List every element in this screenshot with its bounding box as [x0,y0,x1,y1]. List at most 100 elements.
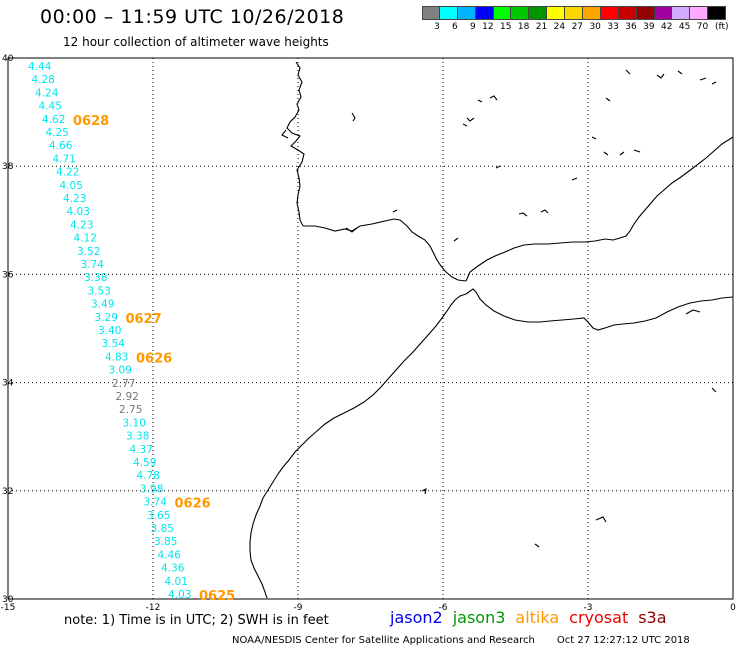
latitude-tick-label: 34 [2,379,14,389]
wave-height-reading: 4.23 [63,193,86,205]
wave-height-reading: 3.52 [77,246,100,258]
wave-height-reading: 4.78 [137,470,160,482]
legend-swatch [672,6,691,20]
longitude-tick-label: -15 [1,603,16,613]
pass-time-label: 0627 [126,312,162,327]
wave-height-reading: 4.03 [67,206,90,218]
legend-label: 30 [589,22,601,32]
satellite-name-altika: altika [515,608,560,627]
pass-time-label: 0625 [199,589,235,604]
coastline [249,61,734,599]
satellite-legend: jason2 jason3 altika cryosat s3a [390,608,677,627]
latitude-tick-label: 40 [2,54,14,64]
legend-label: 42 [661,22,673,32]
pass-time-label: 0626 [175,497,211,512]
legend-label: 33 [607,22,619,32]
legend-swatch [493,6,512,20]
satellite-name-jason3: jason3 [452,608,506,627]
legend-unit-label: (ft) [715,22,729,32]
wave-height-reading: 4.59 [133,457,156,469]
wave-height-reading: 4.71 [53,153,76,165]
longitude-labels: -15 -12 -9 -6 -3 0 [1,603,736,613]
legend-label: 27 [571,22,584,32]
wave-height-reading: 4.23 [70,219,93,231]
longitude-tick-label: -3 [584,603,593,613]
wave-height-reading: 4.36 [161,563,185,575]
legend-swatch [511,6,530,20]
latitude-tick-label: 38 [2,162,14,172]
pass-time-label: 0626 [136,351,172,366]
altimeter-track: 4.444.284.24 4.454.624.254.664.71 4.224.05… [28,61,235,604]
wave-height-reading: 4.44 [28,61,52,73]
wave-height-reading: 4.03 [168,589,191,601]
wave-height-color-legend [422,6,727,20]
wave-height-reading: 4.83 [105,351,128,363]
wave-height-reading: 4.22 [56,167,79,179]
wave-height-reading: 3.09 [109,365,132,377]
map-subtitle: 12 hour collection of altimeter wave hei… [63,35,329,49]
legend-label: 3 [434,22,440,32]
satellite-name-jason2: jason2 [390,608,443,627]
wave-height-reading: 3.40 [98,325,121,337]
generated-timestamp: Oct 27 12:27:12 UTC 2018 [556,635,690,646]
legend-swatch [529,6,548,20]
longitude-tick-label: -9 [294,603,303,613]
legend-swatch [457,6,476,20]
latitude-tick-label: 30 [2,595,14,605]
legend-swatch [422,6,440,20]
wave-height-reading: 2.75 [119,404,142,416]
wave-height-reading: 3.38 [126,431,149,443]
satellite-name-cryosat: cryosat [569,608,629,627]
latitude-tick-label: 32 [2,487,13,497]
map-title: 00:00 – 11:59 UTC 10/26/2018 [40,6,345,28]
wave-height-reading: 4.25 [46,127,69,139]
wave-height-reading: 3.53 [88,285,111,297]
legend-swatch [654,6,673,20]
footer-note: note: 1) Time is in UTC; 2) SWH is in fe… [64,613,329,628]
legend-label: 24 [553,22,566,32]
legend-swatch [708,6,727,20]
wave-height-reading: 2.77 [112,378,135,390]
legend-swatch [600,6,619,20]
credit-text: NOAA/NESDIS Center for Satellite Applica… [232,635,535,646]
longitude-tick-label: -12 [146,603,161,613]
wave-height-reading: 3.85 [154,536,177,548]
legend-label: 36 [625,22,637,32]
wave-height-reading: 2.92 [116,391,139,403]
wave-height-reading: 4.62 [42,114,65,126]
wave-height-reading: 3.38 [84,272,107,284]
wave-height-reading: 3.98 [140,483,163,495]
legend-label: 15 [500,22,512,32]
wave-height-reading: 3.74 [144,497,168,509]
wave-height-reading: 4.12 [74,233,97,245]
longitude-tick-label: 0 [730,603,736,613]
wave-height-reading: 3.74 [81,259,105,271]
graticule [8,58,733,599]
legend-label: 12 [482,22,494,32]
legend-label: 9 [469,22,476,32]
legend-label: 39 [643,22,655,32]
wave-height-reading: 3.29 [95,312,118,324]
legend-swatch [439,6,458,20]
wave-height-reading: 4.28 [32,74,55,86]
wave-height-reading: 3.49 [91,299,114,311]
latitude-labels: 40 38 36 34 32 30 [2,54,14,605]
legend-swatch [475,6,494,20]
wave-height-reading: 4.45 [39,101,62,113]
footer-credits: NOAA/NESDIS Center for Satellite Applica… [232,635,690,646]
legend-label: 6 [452,22,458,32]
legend-swatch [636,6,655,20]
wave-height-reading: 3.10 [123,417,146,429]
legend-label: 18 [517,22,530,32]
wave-height-reading: 3.85 [151,523,174,535]
pass-time-label: 0628 [73,114,109,129]
wave-height-reading: 3.65 [147,510,170,522]
wave-height-legend-labels: 3 6 9 12 15 18 21 24 27 30 33 36 39 42 45 70 [422,22,708,32]
wave-height-reading: 4.37 [130,444,153,456]
legend-swatch [583,6,601,20]
latitude-tick-label: 36 [2,270,14,280]
legend-swatch [547,6,566,20]
wave-height-reading: 4.46 [158,549,182,561]
legend-swatch [618,6,637,20]
